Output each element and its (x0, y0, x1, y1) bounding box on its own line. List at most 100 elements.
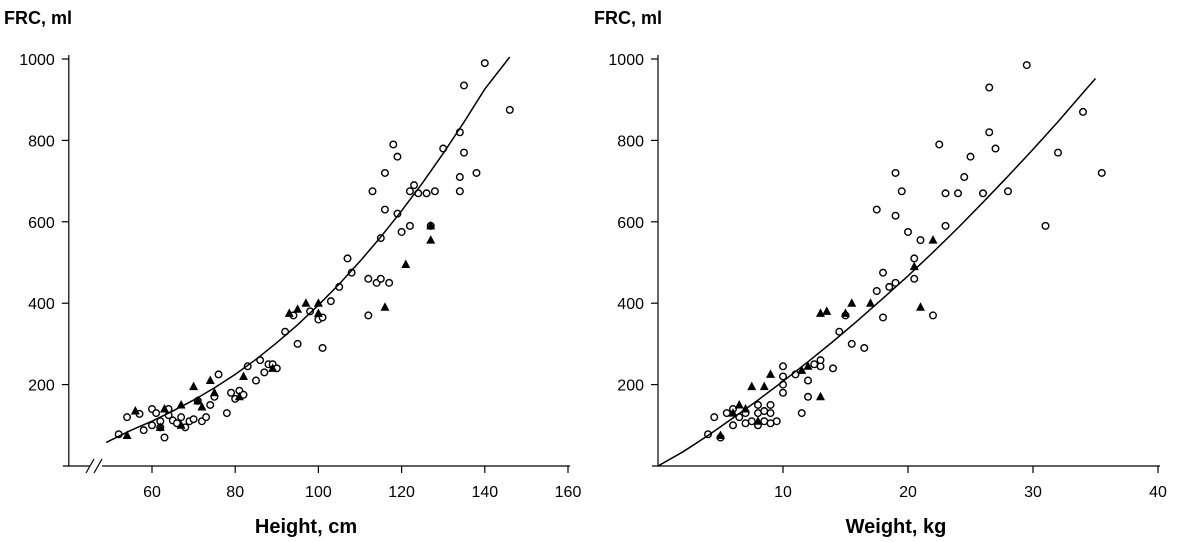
data-point-circle (710, 413, 719, 422)
data-point-triangle (909, 261, 919, 271)
data-point-circle (326, 297, 335, 306)
data-point-triangle (380, 302, 390, 311)
x-tick-label: 10 (774, 484, 792, 501)
data-point-circle (430, 187, 439, 196)
data-point-circle (1054, 148, 1063, 157)
x-tick-label: 40 (1149, 484, 1167, 501)
data-point-circle (985, 83, 994, 92)
data-point-circle (410, 181, 419, 190)
data-point-triangle (716, 430, 725, 439)
data-point-triangle (284, 308, 294, 317)
data-point-circle (897, 187, 906, 196)
data-point-circle (828, 364, 837, 373)
data-point-triangle (313, 308, 323, 317)
data-point-circle (385, 278, 394, 287)
x-tick-label: 120 (388, 484, 415, 501)
data-point-triangle (728, 408, 738, 417)
data-point-triangle (401, 259, 411, 269)
y-tick-label: 400 (617, 296, 644, 313)
data-point-circle (985, 128, 994, 137)
data-point-circle (380, 205, 389, 214)
data-point-triangle (293, 304, 303, 313)
data-point-triangle (928, 235, 938, 244)
data-point-triangle (193, 395, 203, 405)
data-point-circle (160, 433, 169, 442)
axis-break-mark (85, 458, 95, 474)
data-point-circle (728, 421, 737, 430)
data-point-circle (1097, 168, 1106, 177)
data-point-circle (177, 413, 186, 422)
data-point-triangle (759, 381, 769, 391)
y-tick-label: 200 (617, 378, 644, 395)
data-point-circle (753, 400, 762, 409)
data-point-circle (885, 282, 894, 291)
x-tick-label: 20 (899, 484, 917, 501)
x-tick-label: 80 (226, 484, 244, 501)
data-point-circle (222, 409, 231, 418)
data-point-triangle (753, 416, 763, 425)
data-point-triangle (197, 401, 207, 411)
y-axis-label: FRC, ml (4, 8, 72, 28)
data-point-circle (260, 368, 269, 377)
data-point-circle (364, 311, 373, 320)
data-point-circle (1079, 107, 1088, 116)
data-point-circle (891, 211, 900, 220)
data-point-circle (803, 376, 812, 385)
data-point-circle (422, 189, 431, 198)
x-tick-label: 60 (143, 484, 161, 501)
data-point-circle (123, 413, 132, 422)
data-point-triangle (301, 298, 311, 307)
data-point-triangle (803, 361, 813, 370)
data-point-circle (941, 221, 950, 230)
data-point-circle (916, 236, 925, 245)
data-point-circle (472, 168, 481, 177)
data-point-circle (460, 148, 469, 157)
data-point-circle (1022, 61, 1031, 70)
data-point-triangle (747, 381, 757, 391)
data-point-circle (960, 173, 969, 182)
data-point-circle (214, 370, 223, 379)
data-point-triangle (268, 363, 278, 372)
data-point-circle (293, 339, 302, 348)
data-point-circle (389, 140, 398, 149)
data-point-circle (460, 81, 469, 90)
chart-height-svg: FRC, ml 200 400 600 800 1000 60 80 100 120 140 160 H… (4, 8, 581, 538)
data-point-circle (803, 392, 812, 401)
data-point-circle (941, 189, 950, 198)
data-point-triangle (122, 430, 132, 439)
data-point-triangle (916, 302, 925, 311)
data-point-circle (778, 362, 787, 371)
data-point-triangle (847, 298, 857, 307)
y-tick-label: 200 (28, 378, 55, 395)
y-tick-label: 800 (617, 133, 644, 150)
data-point-circle (405, 187, 414, 196)
data-point-circle (879, 268, 888, 277)
data-point-triangle (155, 422, 165, 431)
data-point-circle (722, 409, 731, 418)
data-point-circle (152, 409, 161, 418)
data-point-circle (397, 227, 406, 236)
data-point-circle (343, 254, 352, 263)
data-point-circle (979, 189, 988, 198)
x-tick-label: 140 (471, 484, 498, 501)
data-point-circle (505, 105, 514, 114)
data-point-triangle (130, 406, 140, 415)
fit-curve (657, 78, 1097, 467)
data-point-circle (368, 187, 377, 196)
chart-weight-svg: FRC, ml 200 400 600 800 1000 10 20 30 40 Weight, k… (594, 8, 1167, 538)
data-point-circle (376, 274, 385, 283)
data-point-circle (966, 152, 975, 161)
data-point-triangle (816, 391, 825, 401)
data-point-circle (904, 227, 913, 236)
data-point-circle (1004, 187, 1013, 196)
data-point-circle (393, 152, 402, 161)
x-axis-label: Height, cm (255, 516, 357, 538)
data-point-triangle (797, 365, 807, 374)
axis-break-mark (93, 458, 103, 474)
data-point-triangle (313, 298, 323, 307)
y-tick-label: 600 (28, 215, 55, 232)
data-point-circle (318, 343, 327, 352)
data-point-circle (766, 409, 775, 418)
data-point-triangle (766, 369, 775, 378)
data-point-triangle (866, 298, 875, 307)
